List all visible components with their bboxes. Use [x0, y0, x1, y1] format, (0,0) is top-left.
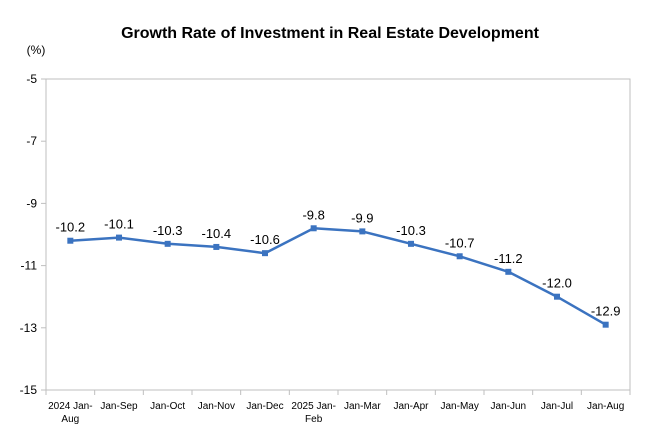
y-tick-label: -13 [20, 321, 38, 335]
x-tick-label-line: Jan-Sep [100, 401, 138, 412]
data-label: -10.3 [153, 223, 183, 238]
x-tick-label-line: Jan-Nov [198, 401, 235, 412]
x-tick-label-line: 2024 Jan- [48, 401, 92, 412]
x-tick-label: 2024 Jan- Aug [48, 401, 92, 425]
x-tick-label-line: Aug [61, 414, 79, 425]
x-tick-label-line: 2025 Jan- [291, 401, 335, 412]
x-tick-label-line: Jan-Oct [150, 401, 185, 412]
data-point [213, 243, 220, 250]
x-tick-label: Jan-Mar [344, 401, 381, 412]
data-point [116, 234, 122, 241]
x-tick-label-line: Jan-Apr [393, 401, 429, 412]
x-tick-label-line: Jan-Mar [344, 401, 381, 412]
x-tick-label: Jan-Aug [587, 401, 624, 412]
data-point [67, 237, 74, 244]
data-labels: -10.2 -10.1 -10.3 -10.4 -10.6 -9.8 -9.9 -10.3 -1… [56, 207, 621, 318]
x-tick-label: Jan-Jun [491, 401, 527, 412]
x-tick-label: Jan-Oct [150, 401, 185, 412]
data-label: -12.9 [591, 304, 621, 319]
data-point [164, 240, 171, 247]
data-markers [67, 225, 609, 328]
y-axis-unit-label: (%) [27, 43, 46, 57]
data-point [456, 253, 463, 260]
data-label: -9.9 [351, 210, 373, 225]
y-tick-label: -15 [20, 383, 38, 397]
x-tick-label: Jan-Apr [393, 401, 429, 412]
x-tick-label-line: Jan-Jul [541, 401, 573, 412]
data-label: -11.2 [494, 251, 523, 266]
data-label: -10.3 [396, 223, 426, 238]
x-tick-label-line: Feb [305, 414, 323, 425]
x-tick-label: Jan-Jul [541, 401, 573, 412]
x-tick-label: 2025 Jan- Feb [291, 401, 335, 425]
data-label: -10.1 [104, 217, 134, 232]
data-label: -12.0 [542, 276, 572, 291]
data-point [262, 250, 268, 257]
y-tick-label: -11 [21, 259, 38, 273]
x-axis: 2024 Jan- Aug Jan-Sep Jan-Oct Jan-Nov Jan-Dec… [45, 390, 631, 425]
x-tick-label-line: Jan-Aug [587, 401, 624, 412]
data-label: -9.8 [302, 207, 324, 222]
x-tick-label-line: Jan-Dec [246, 401, 283, 412]
plot-area-frame [45, 78, 631, 391]
y-tick-label: -5 [26, 72, 37, 86]
data-point [554, 293, 560, 300]
x-tick-label: Jan-Sep [100, 401, 138, 412]
data-label: -10.7 [445, 235, 475, 250]
chart-title: Growth Rate of Investment in Real Estate… [121, 25, 540, 42]
y-tick-label: -7 [26, 134, 37, 148]
data-label: -10.6 [250, 232, 280, 247]
data-point [310, 225, 317, 232]
data-point [602, 321, 609, 328]
data-label: -10.2 [56, 220, 86, 235]
data-point [505, 268, 512, 275]
x-tick-label-line: Jan-Jun [491, 401, 527, 412]
data-label: -10.4 [202, 226, 232, 241]
y-axis: -5 -7 -9 -11 -13 -15 [20, 72, 46, 397]
x-tick-label: Jan-Nov [198, 401, 235, 412]
x-tick-label: Jan-Dec [246, 401, 283, 412]
series-line [70, 227, 607, 326]
y-tick-label: -9 [26, 196, 37, 210]
x-tick-label-line: Jan-May [440, 401, 478, 412]
data-point [359, 228, 366, 235]
data-point [408, 240, 414, 247]
x-tick-label: Jan-May [440, 401, 478, 412]
